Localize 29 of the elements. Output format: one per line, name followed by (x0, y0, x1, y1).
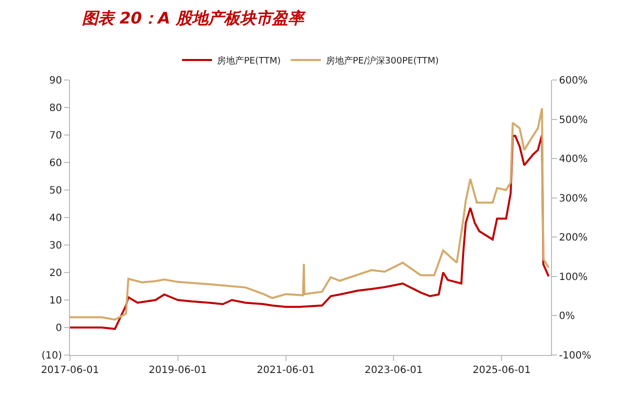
y-tick-label: 30 (49, 240, 62, 252)
y-tick-label: 0 (56, 323, 62, 334)
line-series (70, 107, 550, 321)
x-tick-label: 2017-06-01 (40, 365, 100, 376)
y2-tick-label: 500% (559, 114, 588, 126)
legend-label: 房地产PE(TTM) (217, 56, 281, 67)
y-tick-label: 20 (49, 268, 62, 279)
y2-tick-label: 0% (559, 311, 575, 322)
chart-title: 图表 20：A 股地产板块市盈率 (82, 8, 306, 28)
y-tick-label: 90 (49, 76, 62, 86)
x-tick-label: 2021-06-01 (256, 365, 315, 376)
y2-tick-label: 300% (559, 193, 588, 204)
legend-label: 房地产PE/沪深300PE(TTM) (326, 56, 439, 67)
x-tick-label: 2023-06-01 (364, 365, 423, 376)
y-tick-label: 60 (49, 158, 62, 169)
y-tick-label: 80 (49, 103, 62, 114)
y2-tick-label: -100% (559, 350, 592, 362)
y-tick-label: 50 (49, 186, 62, 196)
x-tick-label: 2019-06-01 (148, 365, 207, 376)
y-tick-label: 40 (49, 213, 62, 224)
y2-tick-label: 600% (559, 76, 588, 86)
y2-tick-label: 100% (559, 272, 588, 283)
y-tick-label: 70 (49, 130, 62, 142)
line-series (70, 134, 550, 330)
y2-tick-label: 400% (559, 154, 588, 166)
y-tick-label: (10) (41, 350, 62, 362)
y-tick-label: 10 (49, 296, 62, 306)
x-tick-label: 2025-06-01 (472, 365, 531, 376)
y2-tick-label: 200% (559, 232, 588, 244)
